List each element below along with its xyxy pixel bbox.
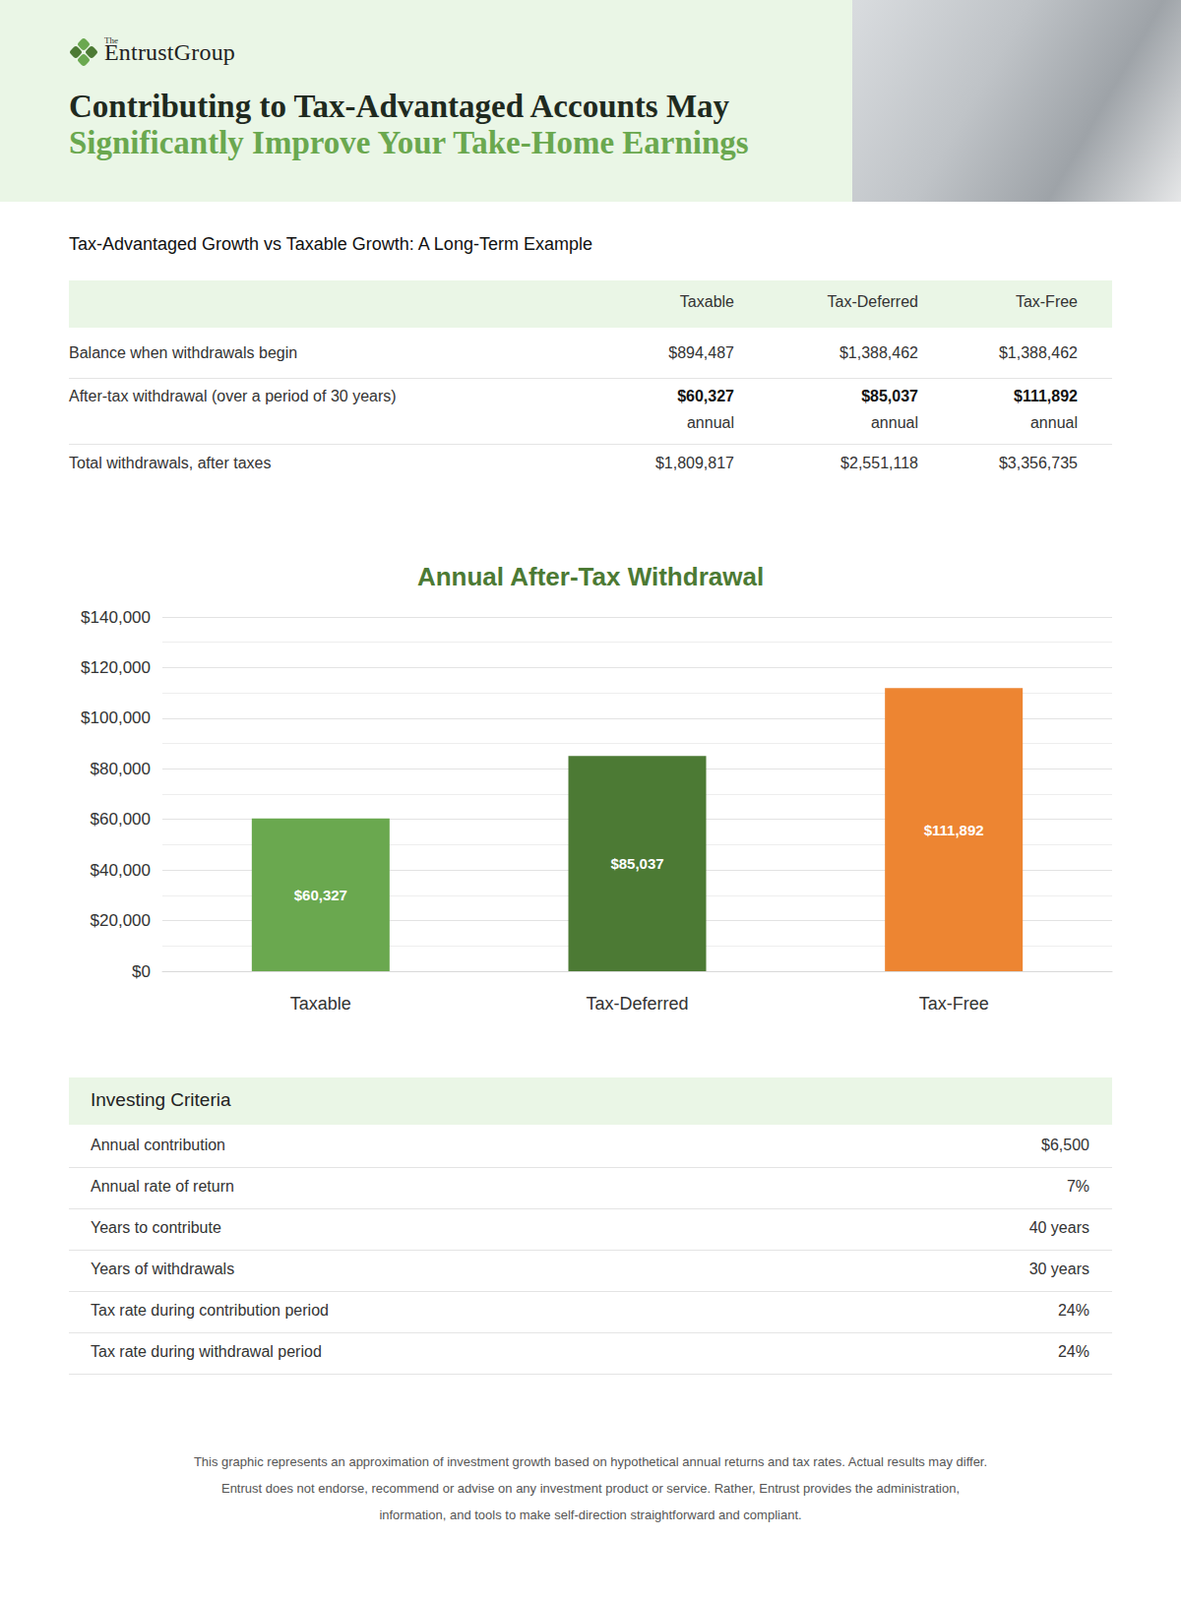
html-text:$1,809,817: $1,809,817	[655, 454, 735, 472]
svg-text:$0: $0	[131, 962, 151, 982]
html-text:Entrust does not endorse, reco: Entrust does not endorse, recommend or a…	[221, 1481, 960, 1496]
html-text:information, and tools to make: information, and tools to make self-dire…	[379, 1507, 802, 1523]
html-text:Balance when withdrawals begin: Balance when withdrawals begin	[68, 344, 298, 362]
html-text:$1,388,462: $1,388,462	[998, 344, 1078, 362]
html-text:$2,551,118: $2,551,118	[840, 454, 919, 472]
html-text:annual: annual	[686, 414, 735, 432]
svg-text:Tax-Deferred: Tax-Deferred	[585, 994, 688, 1014]
html-text:Tax-Free: Tax-Free	[1015, 293, 1078, 311]
html-text:Investing Criteria: Investing Criteria	[90, 1089, 231, 1111]
html-text:annual: annual	[1030, 414, 1078, 432]
svg-text:$111,892: $111,892	[924, 821, 985, 839]
svg-text:$85,037: $85,037	[610, 855, 664, 872]
html-text:Tax-Deferred: Tax-Deferred	[827, 293, 919, 311]
svg-text:Tax-Free: Tax-Free	[919, 994, 990, 1014]
html-text:$111,892: $111,892	[1013, 387, 1078, 405]
svg-text:$40,000: $40,000	[90, 861, 151, 880]
html-text:Total withdrawals, after taxes: Total withdrawals, after taxes	[68, 454, 272, 472]
html-text:$60,327: $60,327	[677, 387, 735, 405]
svg-text:$140,000: $140,000	[80, 608, 151, 627]
html-text:7%: 7%	[1066, 1178, 1090, 1195]
html-text:Tax-Advantaged Growth vs Taxab: Tax-Advantaged Growth vs Taxable Growth:…	[68, 234, 593, 254]
svg-text:$60,327: $60,327	[294, 886, 348, 904]
html-text:Years of withdrawals: Years of withdrawals	[90, 1260, 235, 1278]
html-text:24%: 24%	[1057, 1302, 1090, 1319]
html-text:This graphic represents an app: This graphic represents an approximation…	[193, 1454, 988, 1470]
html-text:$1,388,462: $1,388,462	[839, 344, 919, 362]
html-text:Tax rate during withdrawal per: Tax rate during withdrawal period	[90, 1343, 322, 1361]
html-text:Taxable: Taxable	[679, 293, 735, 311]
html-text:Annual contribution: Annual contribution	[90, 1136, 226, 1154]
html-text:Tax rate during contribution p: Tax rate during contribution period	[90, 1302, 329, 1319]
html-text:$3,356,735: $3,356,735	[998, 454, 1078, 472]
html-text:EntrustGroup: EntrustGroup	[104, 39, 236, 65]
svg-text:Taxable: Taxable	[290, 994, 352, 1014]
html-text:$85,037: $85,037	[861, 387, 919, 405]
svg-text:$20,000: $20,000	[90, 911, 151, 931]
svg-text:Annual After-Tax Withdrawal: Annual After-Tax Withdrawal	[417, 561, 764, 592]
html-text:30 years: 30 years	[1029, 1260, 1090, 1278]
html-text:Contributing to Tax-Advantaged: Contributing to Tax-Advantaged Accounts …	[68, 88, 730, 125]
html-text:Annual rate of return: Annual rate of return	[90, 1178, 235, 1195]
html-text:24%: 24%	[1057, 1343, 1090, 1361]
html-text:$894,487: $894,487	[668, 344, 735, 362]
svg-text:$80,000: $80,000	[90, 759, 151, 779]
svg-text:$100,000: $100,000	[80, 708, 151, 728]
html-text:40 years: 40 years	[1029, 1219, 1090, 1237]
html-text:Significantly Improve Your Tak: Significantly Improve Your Take-Home Ear…	[68, 124, 749, 161]
html-text:After-tax withdrawal (over a p: After-tax withdrawal (over a period of 3…	[68, 387, 397, 405]
svg-text:$60,000: $60,000	[90, 809, 151, 829]
html-text:$6,500: $6,500	[1041, 1136, 1090, 1154]
html-text:The: The	[104, 35, 119, 46]
svg-text:$120,000: $120,000	[80, 658, 151, 678]
html-text:annual: annual	[870, 414, 919, 432]
html-text:Years to contribute: Years to contribute	[90, 1219, 222, 1237]
